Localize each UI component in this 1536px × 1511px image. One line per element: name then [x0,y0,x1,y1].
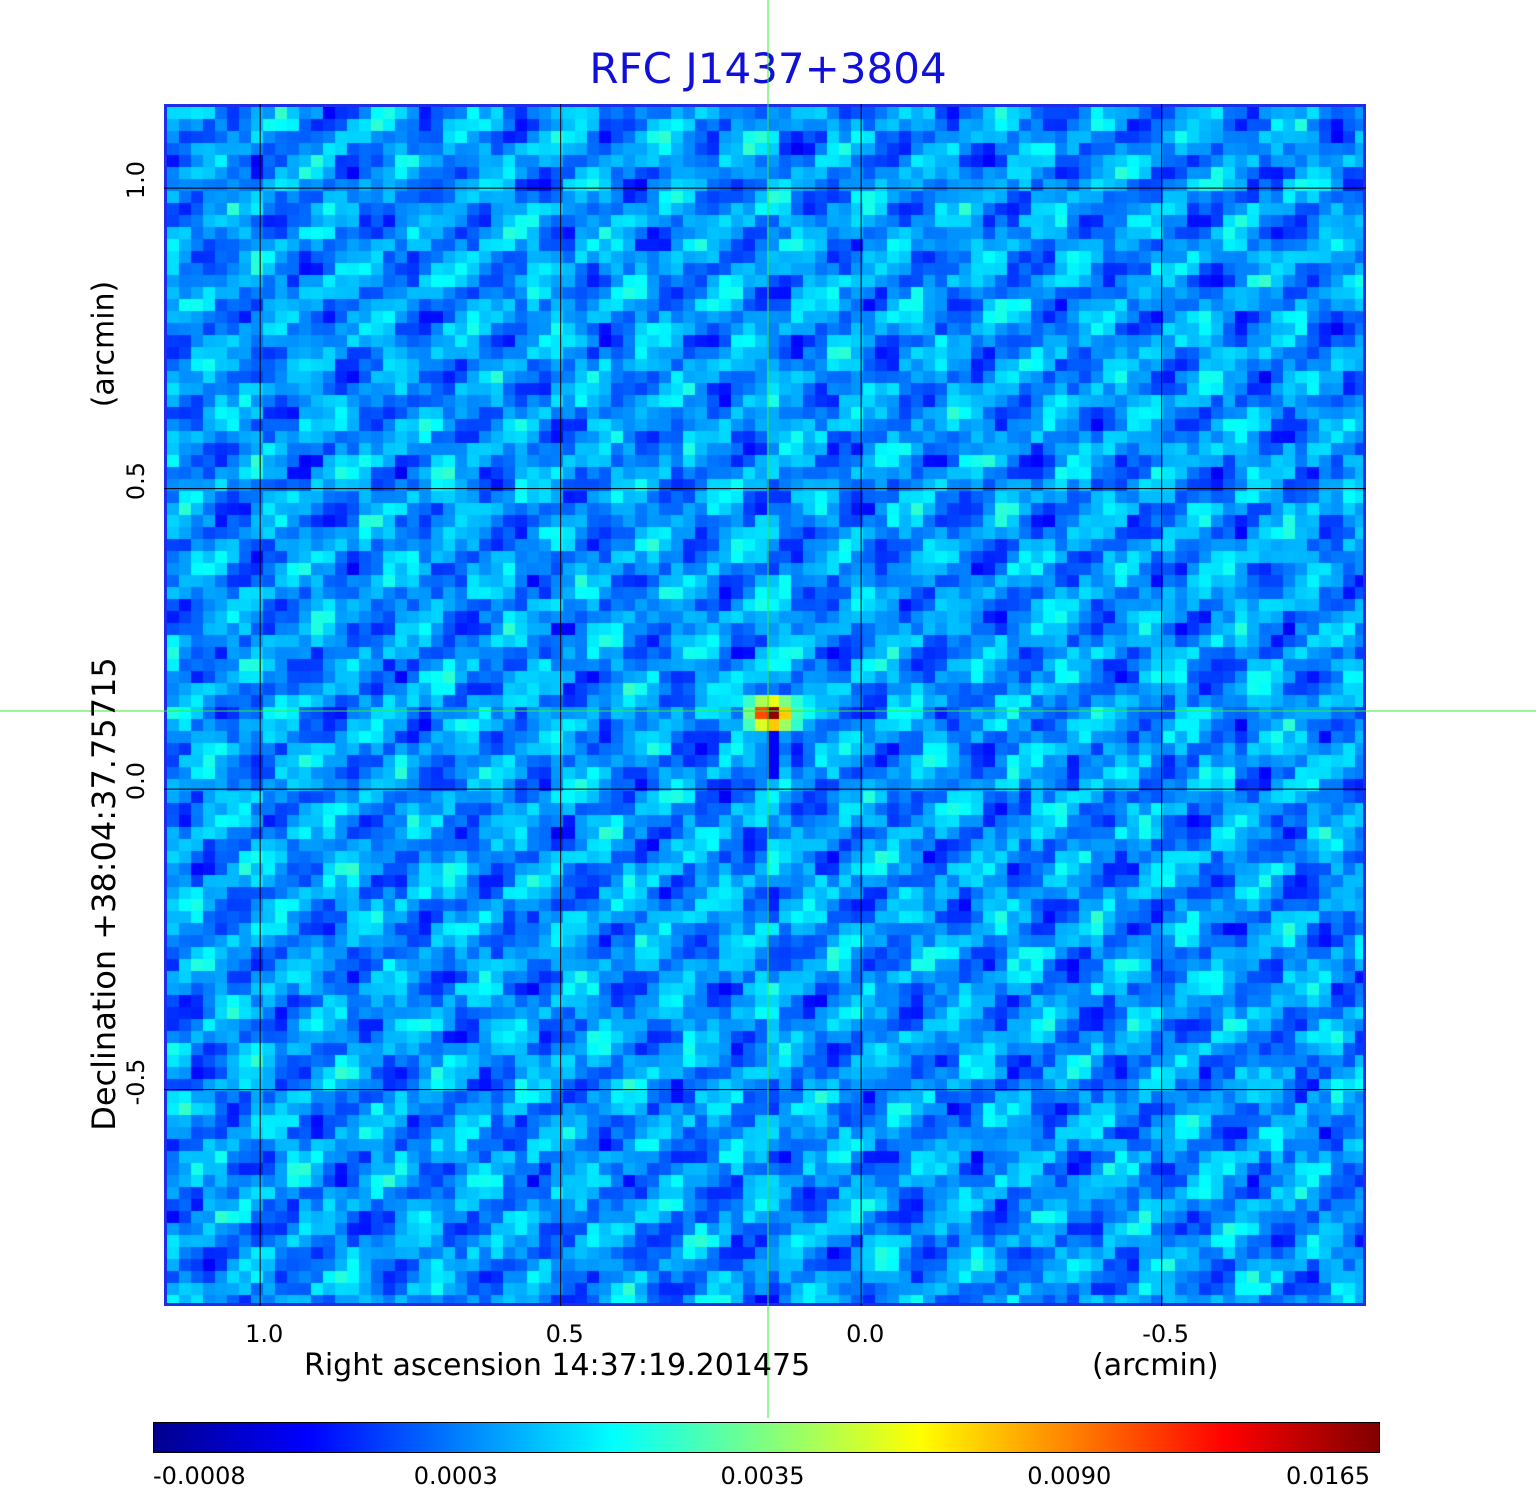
intensity-map [167,107,1363,1303]
y-tick-label: 1.0 [122,161,150,200]
y-tick-label: -0.5 [122,1058,150,1106]
y-axis-label: Declination +38:04:37.75715 [85,657,123,1131]
x-axis-label: Right ascension 14:37:19.201475 [304,1348,811,1383]
colorbar [153,1422,1380,1453]
colorbar-tick-label: 0.0035 [720,1462,805,1490]
colorbar-tick-label: 0.0003 [413,1462,498,1490]
x-tick-label: -0.5 [1142,1320,1190,1348]
colorbar-tick-label: -0.0008 [153,1462,246,1490]
x-tick-label: 1.0 [245,1320,284,1348]
x-axis-unit: (arcmin) [1092,1348,1219,1383]
colorbar-tick-label: 0.0165 [1286,1462,1370,1490]
y-axis-unit: (arcmin) [86,280,122,408]
image-plot-area[interactable] [164,104,1366,1306]
x-tick-label: 0.5 [545,1320,584,1348]
x-tick-label: 0.0 [846,1320,885,1348]
colorbar-tick-label: 0.0090 [1027,1462,1112,1490]
y-tick-label: 0.0 [122,762,150,801]
y-tick-label: 0.5 [122,461,150,500]
